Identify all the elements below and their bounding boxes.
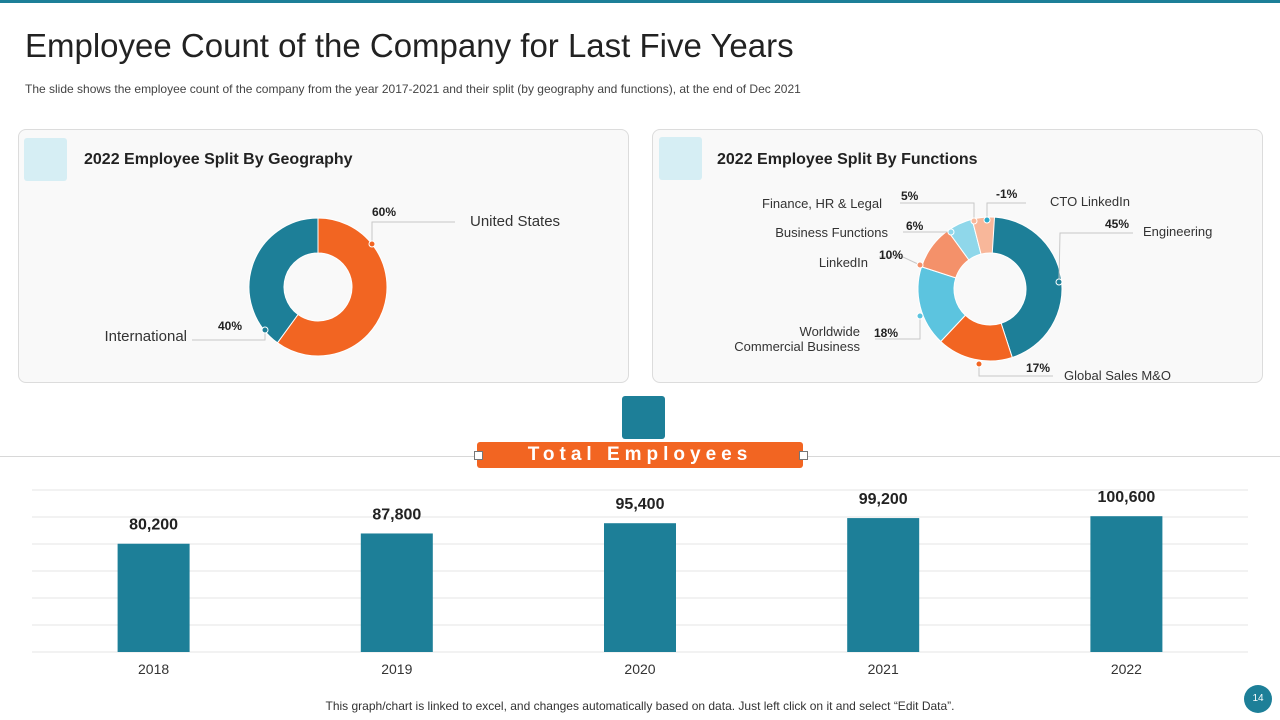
slice-label: Finance, HR & Legal bbox=[762, 196, 882, 211]
slice-label: Worldwide Commercial Business bbox=[734, 324, 860, 354]
bar bbox=[847, 518, 920, 652]
banner bbox=[477, 442, 803, 468]
card-title: 2022 Employee Split By Functions bbox=[717, 151, 978, 168]
value-label: 18% bbox=[874, 326, 899, 340]
value-label: 5% bbox=[901, 189, 919, 203]
value-label: 6% bbox=[906, 219, 924, 233]
slice-label: Global Sales M&O bbox=[1064, 368, 1171, 383]
functions-icon bbox=[659, 137, 702, 180]
value-label: 100,600 bbox=[1097, 489, 1155, 506]
x-tick-label: 2022 bbox=[1111, 661, 1142, 677]
slice-label: LinkedIn bbox=[818, 255, 868, 270]
value-label: 99,200 bbox=[859, 491, 908, 508]
geography-icon bbox=[24, 138, 67, 181]
value-label: 95,400 bbox=[616, 496, 665, 513]
bar bbox=[117, 543, 190, 652]
title: Employee Count of the Company for Last F… bbox=[25, 27, 794, 64]
people-icon bbox=[622, 396, 665, 439]
value-label: -1% bbox=[996, 187, 1018, 201]
value-label: 80,200 bbox=[129, 517, 178, 534]
bar bbox=[604, 523, 676, 652]
handle bbox=[474, 451, 483, 460]
x-tick-label: 2019 bbox=[381, 661, 412, 677]
x-tick-label: 2018 bbox=[138, 661, 169, 677]
subtitle: The slide shows the employee count of th… bbox=[25, 82, 801, 96]
value-label: 40% bbox=[218, 319, 243, 333]
slice-label: Business Functions bbox=[775, 225, 888, 240]
card-title: 2022 Employee Split By Geography bbox=[84, 151, 353, 168]
page-badge bbox=[1244, 685, 1272, 713]
value-label: 10% bbox=[879, 248, 904, 262]
slice-label: International bbox=[104, 328, 187, 345]
page-number: 14 bbox=[1252, 693, 1264, 704]
value-label: 87,800 bbox=[372, 506, 421, 523]
value-label: 17% bbox=[1026, 361, 1051, 375]
footnote: This graph/chart is linked to excel, and… bbox=[325, 699, 955, 713]
value-label: 45% bbox=[1105, 217, 1130, 231]
bar bbox=[360, 533, 433, 652]
slice-label: CTO LinkedIn bbox=[1050, 194, 1130, 209]
top-bar bbox=[0, 0, 1280, 3]
x-tick-label: 2020 bbox=[624, 661, 655, 677]
bar bbox=[1090, 516, 1163, 652]
value-label: 60% bbox=[372, 205, 397, 219]
handle bbox=[799, 451, 808, 460]
bar-chart-title: Total Employees bbox=[527, 444, 753, 465]
slice-label: United States bbox=[470, 213, 561, 230]
x-tick-label: 2021 bbox=[868, 661, 899, 677]
slice-label: Engineering bbox=[1143, 224, 1213, 239]
